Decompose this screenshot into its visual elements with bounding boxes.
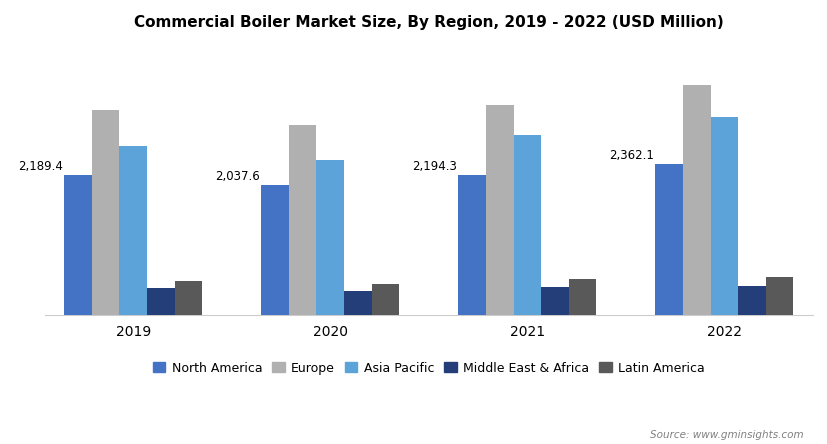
Bar <box>316 160 344 315</box>
Bar <box>371 284 399 315</box>
Bar <box>119 146 147 315</box>
Bar <box>710 117 737 315</box>
Bar <box>92 111 119 315</box>
Bar <box>485 105 513 315</box>
Bar <box>147 289 174 315</box>
Bar <box>65 175 92 315</box>
Legend: North America, Europe, Asia Pacific, Middle East & Africa, Latin America: North America, Europe, Asia Pacific, Mid… <box>148 357 709 380</box>
Bar <box>174 281 202 315</box>
Bar <box>682 85 710 315</box>
Text: 2,189.4: 2,189.4 <box>18 160 63 173</box>
Bar <box>655 164 682 315</box>
Bar <box>344 291 371 315</box>
Bar <box>540 287 568 315</box>
Text: 2,037.6: 2,037.6 <box>215 170 260 183</box>
Bar <box>261 185 289 315</box>
Bar <box>765 277 792 315</box>
Bar <box>737 286 765 315</box>
Title: Commercial Boiler Market Size, By Region, 2019 - 2022 (USD Million): Commercial Boiler Market Size, By Region… <box>134 15 723 30</box>
Bar <box>289 125 316 315</box>
Bar <box>458 175 485 315</box>
Bar <box>513 135 540 315</box>
Bar <box>568 279 595 315</box>
Text: 2,194.3: 2,194.3 <box>412 160 457 173</box>
Text: 2,362.1: 2,362.1 <box>609 149 653 162</box>
Text: Source: www.gminsights.com: Source: www.gminsights.com <box>648 429 802 440</box>
